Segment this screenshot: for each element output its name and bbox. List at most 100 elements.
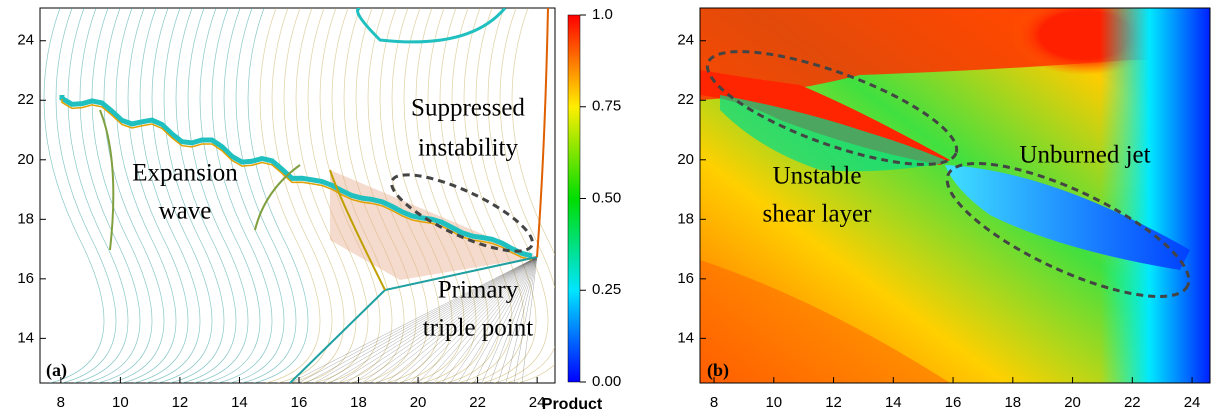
contour-line bbox=[91, 8, 153, 383]
contour-line bbox=[511, 8, 555, 383]
x-tick-label: 8 bbox=[57, 394, 65, 411]
contour-line bbox=[403, 8, 465, 383]
contour-line bbox=[457, 256, 538, 383]
contour-line bbox=[337, 256, 538, 383]
contour-line bbox=[305, 256, 538, 383]
annotation: wave bbox=[159, 198, 212, 225]
contour-line bbox=[297, 256, 538, 383]
x-tick-label: 16 bbox=[945, 394, 962, 411]
x-tick-label: 12 bbox=[172, 394, 189, 411]
annotation: Expansion bbox=[132, 160, 238, 187]
contour-line bbox=[393, 256, 538, 383]
heatmap-field bbox=[700, 8, 1210, 383]
contour-line bbox=[43, 8, 105, 383]
contour-line bbox=[283, 8, 345, 383]
contour-line bbox=[151, 8, 213, 383]
contour-line bbox=[79, 8, 141, 383]
y-tick-label: 14 bbox=[17, 329, 34, 346]
y-tick-label: 14 bbox=[677, 329, 694, 346]
colorbar-tick-label: 0.50 bbox=[592, 189, 621, 206]
annotation: Unburned jet bbox=[1019, 142, 1150, 169]
x-tick-label: 8 bbox=[710, 394, 718, 411]
contour-line bbox=[465, 256, 538, 383]
contour-line bbox=[223, 8, 285, 383]
y-tick-label: 22 bbox=[677, 91, 694, 108]
colorbar-tick-label: 1.0 bbox=[592, 6, 613, 23]
annotation: triple point bbox=[423, 315, 533, 342]
contour-line bbox=[499, 8, 555, 383]
contour-line bbox=[521, 256, 538, 383]
contour-line bbox=[367, 8, 429, 383]
contour-line bbox=[475, 8, 537, 383]
contour-line bbox=[401, 256, 538, 383]
contour-field bbox=[43, 8, 555, 383]
contour-line bbox=[55, 8, 117, 383]
x-tick-label: 18 bbox=[1004, 394, 1021, 411]
x-tick-label: 10 bbox=[765, 394, 782, 411]
x-tick-label: 16 bbox=[291, 394, 308, 411]
contour-line bbox=[139, 8, 201, 383]
y-tick-label: 16 bbox=[17, 270, 34, 287]
annotation: shear layer bbox=[763, 201, 873, 228]
contour-line bbox=[513, 256, 538, 383]
bow-line bbox=[356, 8, 507, 44]
shock-line bbox=[329, 169, 386, 291]
colorbar bbox=[567, 14, 581, 383]
contour-line bbox=[319, 8, 381, 383]
x-tick-label: 24 bbox=[529, 394, 546, 411]
contour-line bbox=[487, 8, 549, 383]
contour-line bbox=[481, 256, 538, 383]
contour-line bbox=[391, 8, 453, 383]
x-tick-label: 22 bbox=[1124, 394, 1141, 411]
contour-line bbox=[235, 8, 297, 383]
contour-line bbox=[271, 8, 333, 383]
colorbar-tick-label: 0.00 bbox=[592, 373, 621, 390]
contour-line bbox=[163, 8, 225, 383]
colorbar-label: Product bbox=[542, 396, 603, 413]
contour-line bbox=[415, 8, 477, 383]
y-tick-label: 18 bbox=[677, 210, 694, 227]
contour-line bbox=[313, 256, 538, 383]
contour-line bbox=[449, 256, 538, 383]
y-tick-label: 18 bbox=[17, 210, 34, 227]
expansion-line bbox=[254, 164, 301, 231]
contour-line bbox=[247, 8, 309, 383]
contour-line bbox=[331, 8, 393, 383]
contour-line bbox=[379, 8, 441, 383]
annotation: Unstable bbox=[773, 163, 862, 190]
contour-line bbox=[199, 8, 261, 383]
contour-line bbox=[409, 256, 538, 383]
panel-b-frame bbox=[699, 7, 1211, 384]
panel-label: (a) bbox=[46, 360, 67, 381]
y-tick-label: 24 bbox=[17, 32, 34, 49]
contour-line bbox=[433, 256, 538, 383]
contour-line bbox=[289, 256, 538, 383]
colorbar-tick-label: 0.25 bbox=[592, 281, 621, 298]
x-tick-label: 10 bbox=[112, 394, 129, 411]
contour-line bbox=[67, 8, 129, 383]
x-tick-label: 22 bbox=[469, 394, 486, 411]
x-tick-label: 18 bbox=[350, 394, 367, 411]
contour-line bbox=[345, 256, 538, 383]
contour-line bbox=[505, 256, 538, 383]
x-tick-label: 12 bbox=[825, 394, 842, 411]
contour-line bbox=[369, 256, 538, 383]
shear-layer bbox=[59, 95, 533, 259]
contour-line bbox=[211, 8, 273, 383]
contour-line bbox=[441, 256, 538, 383]
contour-line bbox=[115, 8, 177, 383]
x-tick-label: 14 bbox=[885, 394, 902, 411]
contour-line bbox=[353, 256, 538, 383]
contour-line bbox=[175, 8, 237, 383]
contour-line bbox=[361, 256, 538, 383]
x-tick-label: 24 bbox=[1184, 394, 1201, 411]
expansion-line bbox=[99, 109, 115, 251]
y-tick-label: 24 bbox=[677, 32, 694, 49]
contour-line bbox=[377, 256, 538, 383]
annotation: instability bbox=[418, 135, 519, 162]
annotation: Suppressed bbox=[411, 95, 525, 122]
colorbar-tick-label: 0.75 bbox=[592, 98, 621, 115]
x-tick-label: 14 bbox=[231, 394, 248, 411]
contour-line bbox=[417, 256, 538, 383]
